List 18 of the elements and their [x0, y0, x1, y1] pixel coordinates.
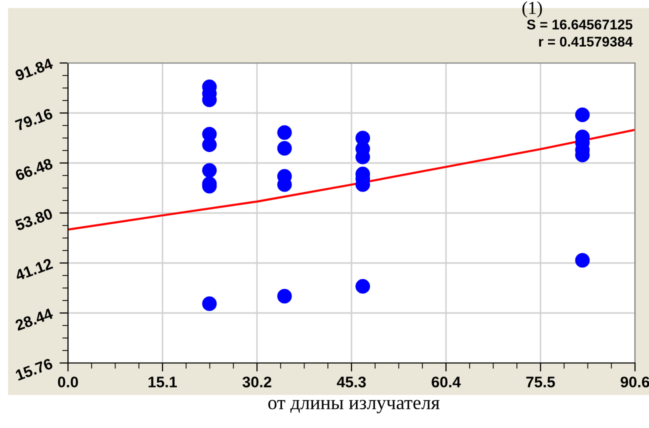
y-tick-label: 41.12	[14, 258, 54, 281]
x-tick-label: 0.0	[58, 376, 78, 388]
y-tick-label: 28.44	[14, 308, 54, 331]
y-tick-label: 91.84	[14, 58, 54, 81]
x-tick-label: 75.5	[526, 376, 555, 388]
x-tick-label: 90.6	[620, 376, 649, 388]
x-tick-label: 60.4	[432, 376, 461, 388]
text: S = 16.64567125	[526, 20, 632, 30]
x-tick-label: 45.3	[336, 376, 366, 388]
x-tick-label: 15.1	[148, 376, 177, 388]
x-tick-label: 30.2	[242, 376, 272, 388]
text: от длины излучателя	[268, 400, 440, 414]
text: (1)	[522, 1, 542, 18]
y-tick-label: 66.48	[14, 158, 54, 181]
y-tick-label: 79.16	[14, 108, 54, 131]
text: r = 0.41579384	[539, 36, 633, 47]
y-tick-label: 53.80	[14, 208, 54, 231]
y-tick-label: 15.76	[15, 358, 54, 381]
